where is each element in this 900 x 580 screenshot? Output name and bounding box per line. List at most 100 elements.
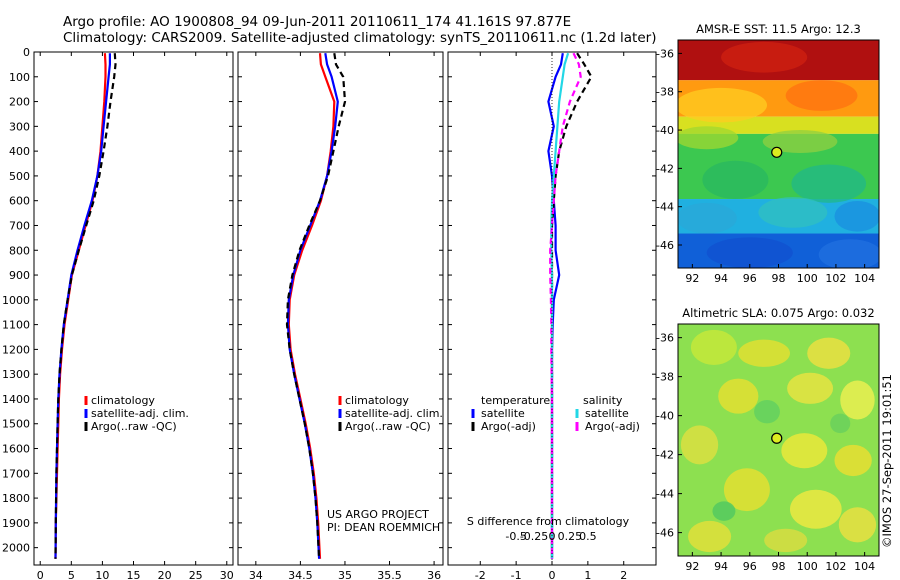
legend-group-salinity: salinity xyxy=(583,394,623,407)
chart-difference: -2-1012T difference from climatology-0.5… xyxy=(447,51,657,580)
chart-temperature: 0100200300400500600700800900100011001200… xyxy=(2,46,234,580)
depth-tick-label: 0 xyxy=(23,46,30,59)
sla_map-patch xyxy=(688,520,732,553)
sst_map-patch xyxy=(721,41,808,73)
sla_map-patch xyxy=(723,468,770,512)
sst_map-ytick-label: -38 xyxy=(656,86,674,99)
depth-tick-label: 1000 xyxy=(2,294,30,307)
sla_map-patch xyxy=(690,329,737,365)
chart-salinity: 3434.53535.536salinityclimatologysatelli… xyxy=(237,51,444,580)
temperature-xtick-label: 30 xyxy=(220,569,234,580)
difference-xtick-label: 0 xyxy=(549,569,556,580)
sla_map-ytick-label: -40 xyxy=(656,410,674,423)
legend-label: Argo(-adj) xyxy=(585,420,640,433)
salinity-series-2 xyxy=(285,53,347,559)
depth-tick-label: 300 xyxy=(9,120,30,133)
temperature-xtick-label: 0 xyxy=(37,569,44,580)
profile-charts: 0100200300400500600700800900100011001200… xyxy=(2,22,880,580)
sla_map-patch xyxy=(807,337,851,369)
salinity-xtick-label: 34.5 xyxy=(288,569,313,580)
legend-label: satellite xyxy=(481,407,525,420)
sst_map-xtick-label: 102 xyxy=(825,272,846,285)
chart-sst_map: AMSR-E SST: 11.5 Argo: 12.3 92 94 96 98 100 10… xyxy=(656,22,880,285)
depth-tick-label: 1800 xyxy=(2,492,30,505)
temperature-xtick-label: 15 xyxy=(127,569,141,580)
sst_map-patch xyxy=(762,130,838,154)
sla_map-patch xyxy=(834,444,872,477)
sst_map-xtick-label: 92 xyxy=(685,272,699,285)
sst_map-xtick-label: 100 xyxy=(797,272,818,285)
depth-tick-label: 1700 xyxy=(2,467,30,480)
sst_map-xtick-label: 104 xyxy=(854,272,875,285)
depth-tick-label: 1900 xyxy=(2,517,30,530)
chart-sla_map: Altimetric SLA: 0.075 Argo: 0.032 92 94 96 9… xyxy=(656,306,880,573)
sla_map-ytick-label: -42 xyxy=(656,449,674,462)
sst_map-patch xyxy=(678,126,739,150)
temperature-xtick-label: 20 xyxy=(158,569,172,580)
sst_map-title: AMSR-E SST: 11.5 Argo: 12.3 xyxy=(696,22,861,36)
sla_map-patch xyxy=(840,380,875,420)
header-line1: Argo profile: AO 1900808_94 09-Jun-2011 … xyxy=(63,14,571,30)
sst_map-ytick-label: -42 xyxy=(656,162,674,175)
sla_map-xtick-label: 98 xyxy=(772,560,786,573)
depth-tick-label: 1400 xyxy=(2,393,30,406)
temperature-xtick-label: 25 xyxy=(189,569,203,580)
legend-group-temperature: temperature xyxy=(481,394,550,407)
depth-tick-label: 500 xyxy=(9,170,30,183)
sla_map-xtick-label: 102 xyxy=(825,560,846,573)
difference-xtick-label: -2 xyxy=(475,569,486,580)
depth-tick-label: 700 xyxy=(9,219,30,232)
sla_map-patch xyxy=(764,528,808,553)
depth-tick-label: 1600 xyxy=(2,443,30,456)
sst_map-patch xyxy=(702,160,769,200)
sla_map-xtick-label: 94 xyxy=(714,560,728,573)
salinity-xtick-label: 35 xyxy=(338,569,352,580)
legend-label: satellite-adj. clim. xyxy=(91,407,189,420)
temperature-frame xyxy=(33,51,234,566)
sdiff-tick-label: 0.25 xyxy=(558,530,583,543)
depth-tick-label: 2000 xyxy=(2,542,30,555)
sla_map-argo-marker xyxy=(771,432,783,444)
sst_map-patch xyxy=(834,200,879,232)
legend-label: Argo(..raw -QC) xyxy=(345,420,431,433)
sla_map-xtick-label: 92 xyxy=(685,560,699,573)
salinity-frame xyxy=(237,51,444,566)
legend-label: climatology xyxy=(345,394,409,407)
sla_map-xtick-label: 100 xyxy=(797,560,818,573)
sdiff-tick-label: -0.5 xyxy=(505,530,526,543)
sla_map-ytick-label: -44 xyxy=(656,488,674,501)
sdiff-tick-label: -0.25 xyxy=(520,530,548,543)
sla_map-title: Altimetric SLA: 0.075 Argo: 0.032 xyxy=(682,306,874,320)
sdiff-xlabel: S difference from climatology xyxy=(467,515,630,528)
sla_map-patch xyxy=(830,413,851,434)
project-annotation: US ARGO PROJECT xyxy=(327,508,429,521)
sst_map-patch xyxy=(706,237,793,268)
temperature-series-2 xyxy=(54,53,117,559)
salinity-xtick-label: 34 xyxy=(249,569,263,580)
depth-tick-label: 1200 xyxy=(2,343,30,356)
depth-tick-label: 1500 xyxy=(2,418,30,431)
temperature-xtick-label: 5 xyxy=(68,569,75,580)
sla_map-patch xyxy=(787,372,834,404)
sst_map-patch xyxy=(758,197,828,228)
depth-tick-label: 900 xyxy=(9,269,30,282)
sla_map-field xyxy=(678,324,879,556)
salinity-xtick-label: 36 xyxy=(427,569,441,580)
difference-xtick-label: 2 xyxy=(620,569,627,580)
difference-xtick-label: 1 xyxy=(584,569,591,580)
sst_map-patch xyxy=(678,87,768,123)
sst_map-field xyxy=(678,40,879,268)
legend-label: satellite xyxy=(585,407,629,420)
difference-xtick-label: -1 xyxy=(511,569,522,580)
salinity-xtick-label: 35.5 xyxy=(377,569,402,580)
sdiff-tick-label: 0 xyxy=(549,530,556,543)
imos-credit: ©IMOS 27-Sep-2011 19:01:51 xyxy=(880,374,894,548)
sst_map-ytick-label: -40 xyxy=(656,124,674,137)
sst_map-xtick-label: 96 xyxy=(743,272,757,285)
sla_map-patch xyxy=(754,400,780,424)
depth-tick-label: 1300 xyxy=(2,368,30,381)
sla_map-xtick-label: 104 xyxy=(854,560,875,573)
sla_map-ytick-label: -36 xyxy=(656,332,674,345)
sla_map-ytick-label: -38 xyxy=(656,371,674,384)
sst_map-argo-marker xyxy=(771,146,783,158)
